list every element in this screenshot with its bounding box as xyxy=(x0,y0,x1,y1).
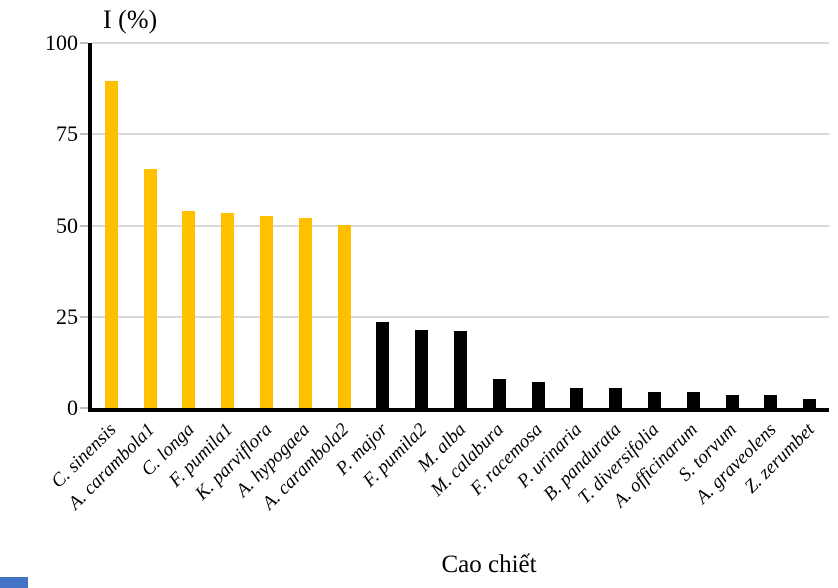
bar-T. diversifolia xyxy=(648,392,661,408)
y-tick-label-75: 75 xyxy=(56,121,78,146)
bar-M. calabura xyxy=(493,379,506,408)
gridline-50 xyxy=(92,225,829,227)
bar-P. urinaria xyxy=(570,388,583,408)
bar-A. carambola1 xyxy=(144,169,157,408)
bar-A. officinarum xyxy=(687,392,700,408)
bar-K. parviflora xyxy=(260,216,273,408)
y-axis-title: I (%) xyxy=(103,5,158,34)
bar-F. pumila2 xyxy=(415,330,428,408)
y-tick-mark-25 xyxy=(80,316,88,318)
bar-A. graveolens xyxy=(764,395,777,408)
x-axis-title: Cao chiết xyxy=(441,551,537,578)
y-tick-mark-0 xyxy=(80,407,88,409)
plot-area xyxy=(92,42,829,408)
y-tick-mark-75 xyxy=(80,133,88,135)
y-tick-label-0: 0 xyxy=(67,395,78,420)
bar-P. major xyxy=(376,322,389,408)
bar-S. torvum xyxy=(726,395,739,408)
bar-F. racemosa xyxy=(532,382,545,408)
bar-C. sinensis xyxy=(105,81,118,408)
bar-A. carambola2 xyxy=(338,225,351,408)
cropped-blue-bar-artifact xyxy=(0,577,28,588)
y-tick-label-50: 50 xyxy=(56,213,78,238)
gridline-100 xyxy=(92,42,829,44)
y-axis-line xyxy=(88,43,92,412)
gridline-25 xyxy=(92,316,829,318)
bar-C. longa xyxy=(182,211,195,408)
y-tick-mark-100 xyxy=(80,42,88,44)
bar-Z. zerumbet xyxy=(803,399,816,408)
bar-B. pandurata xyxy=(609,388,622,408)
gridline-75 xyxy=(92,133,829,135)
y-tick-label-100: 100 xyxy=(45,30,78,55)
bar-F. pumila1 xyxy=(221,213,234,408)
x-axis-line xyxy=(88,408,829,412)
bar-A. hypogaea xyxy=(299,218,312,408)
y-tick-mark-50 xyxy=(80,225,88,227)
y-tick-label-25: 25 xyxy=(56,304,78,329)
bar-M. alba xyxy=(454,331,467,408)
